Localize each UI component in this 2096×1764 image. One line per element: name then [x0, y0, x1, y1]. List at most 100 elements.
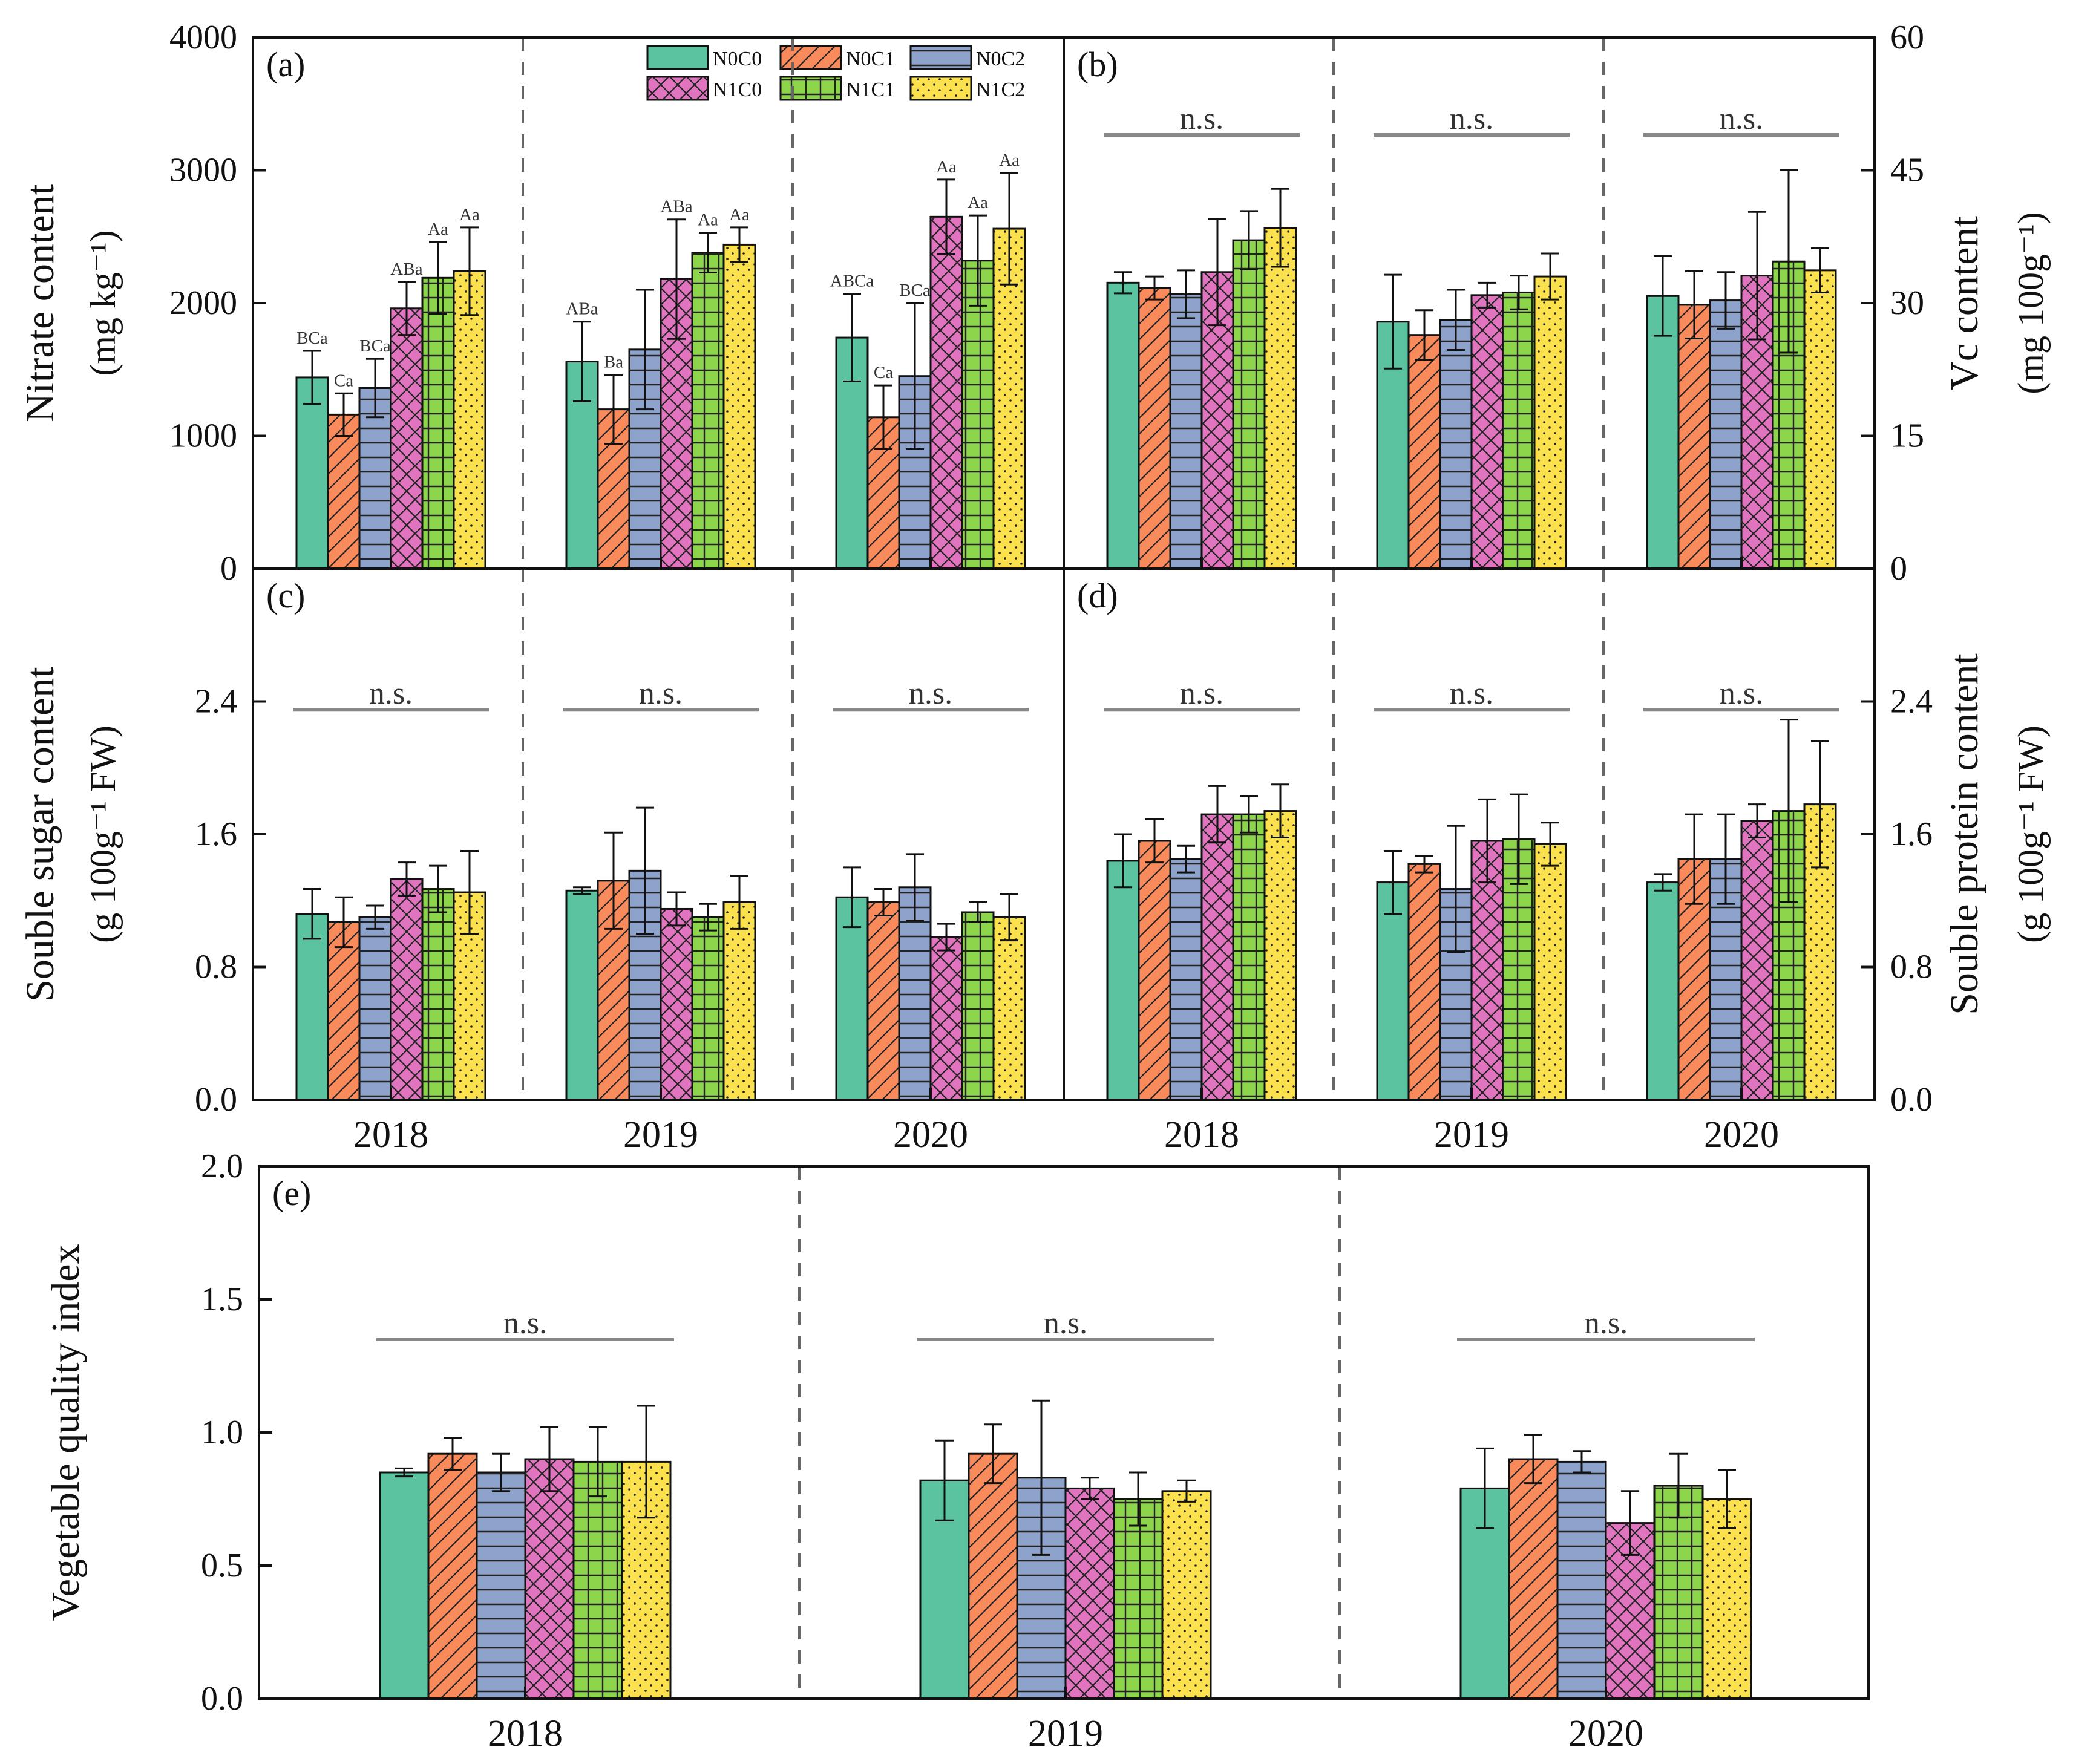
- y-tick-label: 60: [1890, 19, 1924, 56]
- y-tick-label: 1.0: [201, 1414, 243, 1451]
- bar-pattern: [692, 917, 724, 1100]
- legend-label: N1C0: [713, 79, 762, 101]
- bar-n0c0-2019: [565, 889, 599, 1101]
- y-tick-label: 1000: [169, 417, 237, 455]
- ns-label: n.s.: [1720, 102, 1763, 136]
- legend-label: N0C1: [846, 48, 895, 70]
- panel-b: n.s. n.s. n.s. 0 15 30 45 60 (b) Vc content (mg 10…: [1063, 19, 2051, 587]
- panel-e: n.s. n.s. n.s. 0.0 0.5 1.0 1.5 2.0 2018 2019 2020 (…: [44, 1148, 1870, 1754]
- legend-item-n0c0: N0C0: [646, 45, 762, 70]
- bar-pattern: [868, 902, 899, 1100]
- bar-pattern: [724, 244, 755, 569]
- y-tick-label: 3000: [169, 152, 237, 189]
- bar-pattern: [1066, 1488, 1114, 1699]
- bar-pattern: [1804, 270, 1836, 569]
- y-axis-unit: (mg 100g⁻¹): [2011, 212, 2051, 394]
- panel-label: (b): [1077, 45, 1118, 84]
- bar-pattern: [1139, 288, 1170, 569]
- significance-letter: Aa: [698, 211, 718, 230]
- bar-pattern: [574, 1462, 622, 1699]
- bar-pattern: [899, 887, 931, 1100]
- bar-n0c0-2018: [295, 913, 329, 1101]
- significance-letter: Aa: [428, 220, 448, 239]
- y-axis-unit: (g 100g⁻¹ FW): [83, 725, 123, 943]
- x-tick-label: 2020: [1568, 1713, 1643, 1754]
- x-tick-label: 2018: [488, 1713, 563, 1754]
- y-axis-title: Vegetable quality index: [44, 1244, 88, 1621]
- significance-letter: ABa: [566, 299, 598, 319]
- panel-label: (a): [266, 45, 305, 84]
- panel-c: n.s. n.s. n.s. 0.0 0.8 1.6 2.4 2018 2019 2020 (c) S…: [18, 567, 1065, 1155]
- bar-pattern: [428, 1454, 477, 1699]
- bar-pattern: [1534, 276, 1566, 569]
- significance-letter: Ca: [334, 371, 353, 390]
- panel-a: BCa ABa ABCa Ca Ba Ca BCa BCa ABa ABa Aa Aa Aa Aa Aa Aa…: [18, 19, 1065, 587]
- bar-pattern: [1233, 240, 1265, 569]
- bar-pattern: [1503, 292, 1534, 569]
- bar-pattern: [1409, 864, 1440, 1100]
- y-tick-label: 4000: [169, 19, 237, 56]
- bar-pattern: [969, 1454, 1017, 1699]
- bar-pattern: [1472, 295, 1503, 569]
- bar-pattern: [1440, 319, 1472, 569]
- bar-n0c0-2018: [1106, 860, 1140, 1101]
- significance-letter: BCa: [296, 328, 328, 348]
- y-axis-title: Vc content: [1942, 216, 1986, 390]
- y-tick-label: 0: [220, 550, 237, 587]
- y-axis-title: Souble protein content: [1942, 653, 1986, 1015]
- bar-pattern: [477, 1472, 525, 1699]
- ns-label: n.s.: [639, 676, 683, 711]
- bar-n0c0-2018: [379, 1471, 430, 1700]
- legend-swatch-pattern: [781, 46, 841, 69]
- bar-pattern: [1233, 814, 1265, 1100]
- legend-swatch-pattern: [647, 77, 708, 100]
- bar-pattern: [328, 922, 359, 1100]
- bar-n0c0-2019: [1376, 881, 1410, 1101]
- y-tick-label: 2.0: [201, 1148, 243, 1185]
- ns-label: n.s.: [1720, 676, 1763, 711]
- legend-label: N0C2: [976, 48, 1025, 70]
- x-tick-label: 2020: [893, 1114, 968, 1155]
- x-tick-label: 2018: [353, 1114, 428, 1155]
- bar-pattern: [391, 308, 422, 569]
- bar-pattern: [422, 278, 454, 569]
- bar-pattern: [1409, 335, 1440, 569]
- bar-pattern: [962, 260, 994, 569]
- legend-item-n1c1: N1C1: [779, 76, 895, 101]
- y-tick-label: 2.4: [1890, 683, 1933, 720]
- legend-label: N1C1: [846, 79, 895, 101]
- legend-swatch: [646, 45, 709, 70]
- legend-swatch-pattern: [911, 46, 971, 69]
- x-tick-label: 2018: [1164, 1114, 1239, 1155]
- bar-pattern: [1114, 1499, 1162, 1699]
- bar-pattern: [724, 902, 755, 1100]
- significance-letter: BCa: [899, 281, 931, 300]
- bar-pattern: [962, 912, 994, 1100]
- bar-n0c0-2018: [295, 376, 329, 570]
- y-tick-label: 15: [1890, 417, 1924, 455]
- bar-pattern: [1741, 821, 1773, 1100]
- y-tick-label: 2.4: [195, 683, 237, 720]
- bar-pattern: [1557, 1462, 1606, 1699]
- bar-pattern: [1703, 1499, 1751, 1699]
- bar-pattern: [1170, 859, 1202, 1100]
- bar-pattern: [454, 271, 485, 569]
- bar-pattern: [1710, 300, 1741, 569]
- significance-letter: Ca: [874, 363, 893, 382]
- bar-pattern: [1654, 1486, 1703, 1699]
- legend-item-n0c2: N0C2: [909, 45, 1025, 70]
- x-tick-label: 2019: [1028, 1713, 1103, 1754]
- x-tick-label: 2019: [1434, 1114, 1509, 1155]
- y-axis-unit: (g 100g⁻¹ FW): [2011, 725, 2051, 943]
- bar-pattern: [1170, 294, 1202, 569]
- bar-pattern: [931, 937, 962, 1100]
- bar-pattern: [391, 879, 422, 1100]
- panel-label: (c): [266, 576, 305, 615]
- bar-pattern: [422, 889, 454, 1100]
- y-tick-label: 0.5: [201, 1547, 243, 1584]
- bar-pattern: [1472, 840, 1503, 1100]
- significance-letter: ABa: [660, 197, 692, 217]
- panel-d: n.s. n.s. n.s. 0.0 0.8 1.6 2.4 2018 2019 2020 (d) S…: [1063, 567, 2051, 1155]
- y-tick-label: 45: [1890, 152, 1924, 189]
